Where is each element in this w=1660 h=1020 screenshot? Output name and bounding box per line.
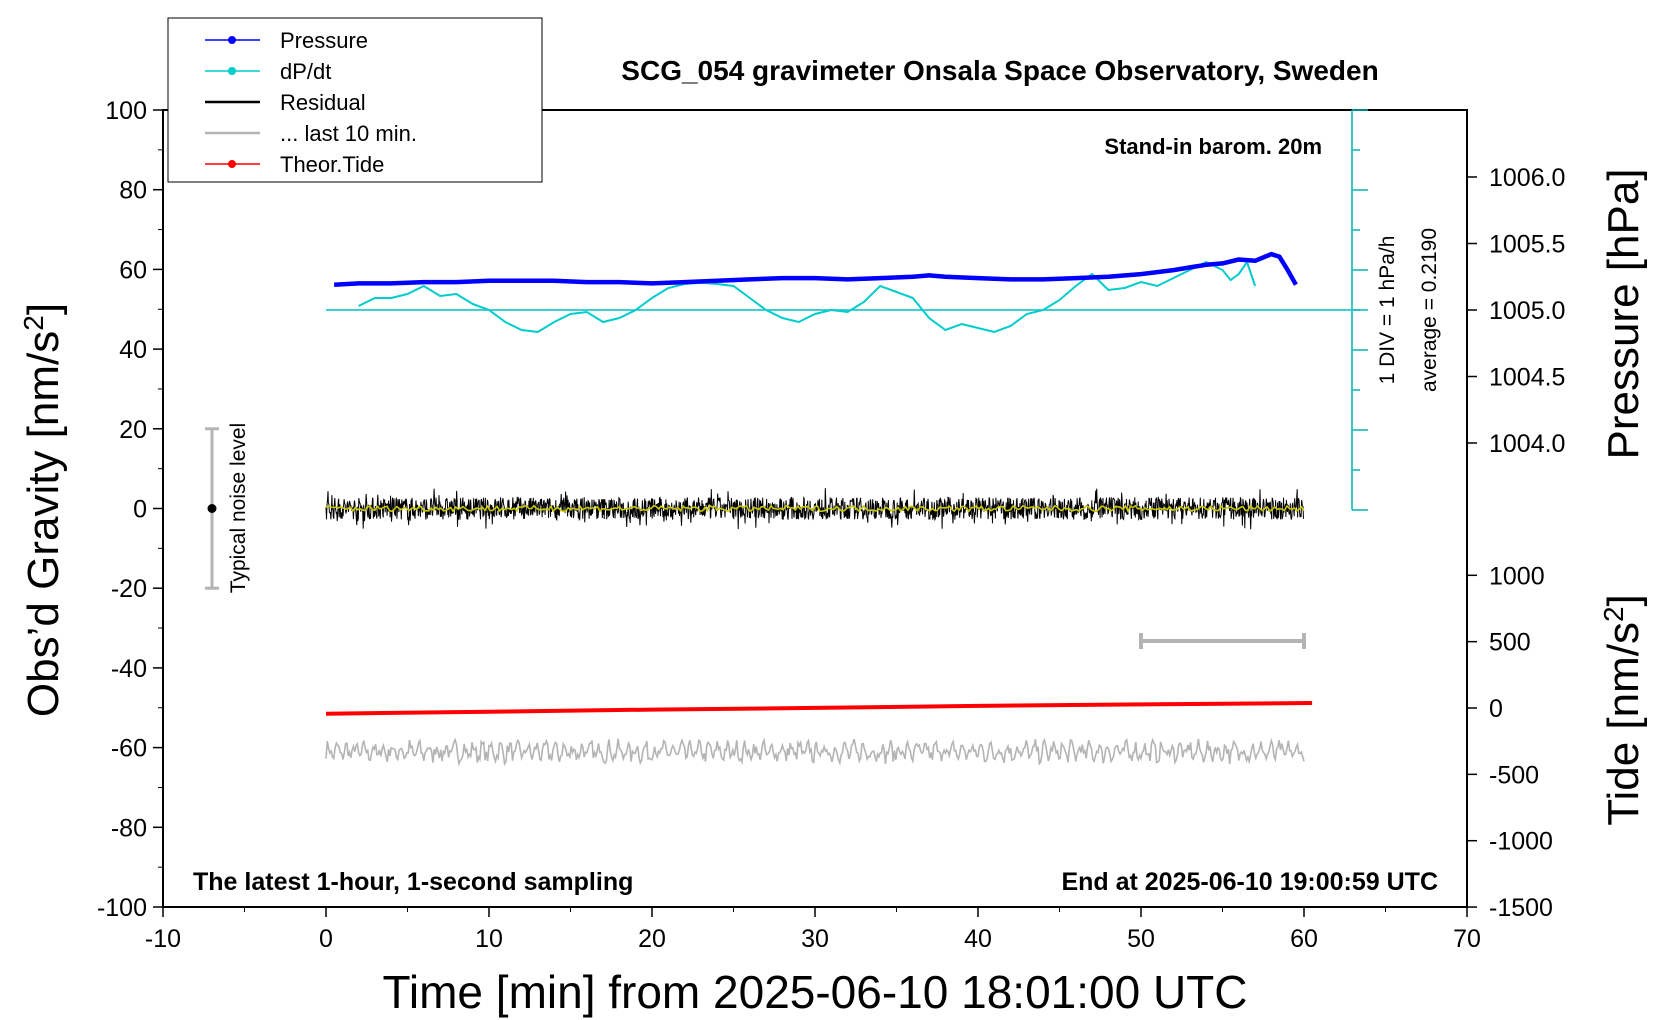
y-tick-label: 20 [119,416,147,444]
annotation-end-at: End at 2025-06-10 19:00:59 UTC [1061,868,1438,896]
tide-tick-label: -1000 [1489,828,1553,856]
x-axis-label: Time [min] from 2025-06-10 18:01:00 UTC [383,966,1248,1018]
series-pressure [333,251,1298,287]
annotation-div: 1 DIV = 1 hPa/h [1376,236,1399,385]
x-tick-label: 50 [1127,925,1155,953]
tide-tick-label: 1000 [1489,562,1545,590]
legend: Pressure dP/dt Residual ... last 10 min. The… [167,17,543,183]
y-tick-label: 60 [119,256,147,284]
y-tick-label: 80 [119,177,147,205]
x-tick-label: 20 [638,925,666,953]
x-tick-label: 70 [1453,925,1481,953]
legend-label: Residual [280,90,366,115]
x-tick-label: -10 [145,925,181,953]
x-tick-label: 10 [475,925,503,953]
y-axis-label-pressure: Pressure [hPa] [1599,168,1648,459]
x-tick-label: 60 [1290,925,1318,953]
legend-label: Theor.Tide [280,152,384,177]
legend-label: Pressure [280,28,368,53]
y-tick-label: -80 [111,814,147,842]
y-tick-label: 0 [133,496,147,524]
tide-tick-label: -500 [1489,761,1539,789]
tide-tick-label: 0 [1489,695,1503,723]
series-dpdt [358,259,1257,334]
tide-tick-label: 500 [1489,629,1531,657]
annotation-stand-in: Stand-in barom. 20m [1104,134,1322,159]
legend-marker [228,67,236,75]
y-tick-label: -20 [111,575,147,603]
pressure-tick-label: 1004.5 [1489,364,1565,392]
pressure-tick-label: 1005.0 [1489,297,1565,325]
legend-label: ... last 10 min. [280,121,417,146]
y-axis-label-gravity: Obs’d Gravity [nm/s2] [18,303,69,717]
series-theor-tide [325,701,1313,716]
x-tick-label: 30 [801,925,829,953]
y-tick-label: 40 [119,336,147,364]
x-tick-label: 40 [964,925,992,953]
series-residual [325,488,1304,530]
y-tick-label: 100 [105,97,147,125]
chart-title: SCG_054 gravimeter Onsala Space Observat… [621,55,1378,86]
legend-marker [228,36,236,44]
annotation-average: average = 0.2190 [1418,228,1441,392]
pressure-tick-label: 1005.5 [1489,231,1565,259]
pressure-tick-label: 1004.0 [1489,430,1565,458]
x-tick-label: 0 [319,925,333,953]
pressure-tick-label: 1006.0 [1489,164,1565,192]
y-tick-label: -40 [111,655,147,683]
annotation-noise: Typical noise level [227,423,250,593]
series-last-10-min [325,737,1305,767]
series-residual-smoothed [325,504,1305,513]
legend-marker [228,160,236,168]
legend-box [167,17,543,183]
y-tick-label: -100 [97,894,147,922]
noise-level-dot [207,504,217,513]
legend-label: dP/dt [280,59,331,84]
y-tick-label: -60 [111,735,147,763]
tide-tick-label: -1500 [1489,894,1553,922]
y-axis-label-tide: Tide [nm/s2] [1598,594,1649,826]
annotation-latest: The latest 1-hour, 1-second sampling [193,868,633,896]
